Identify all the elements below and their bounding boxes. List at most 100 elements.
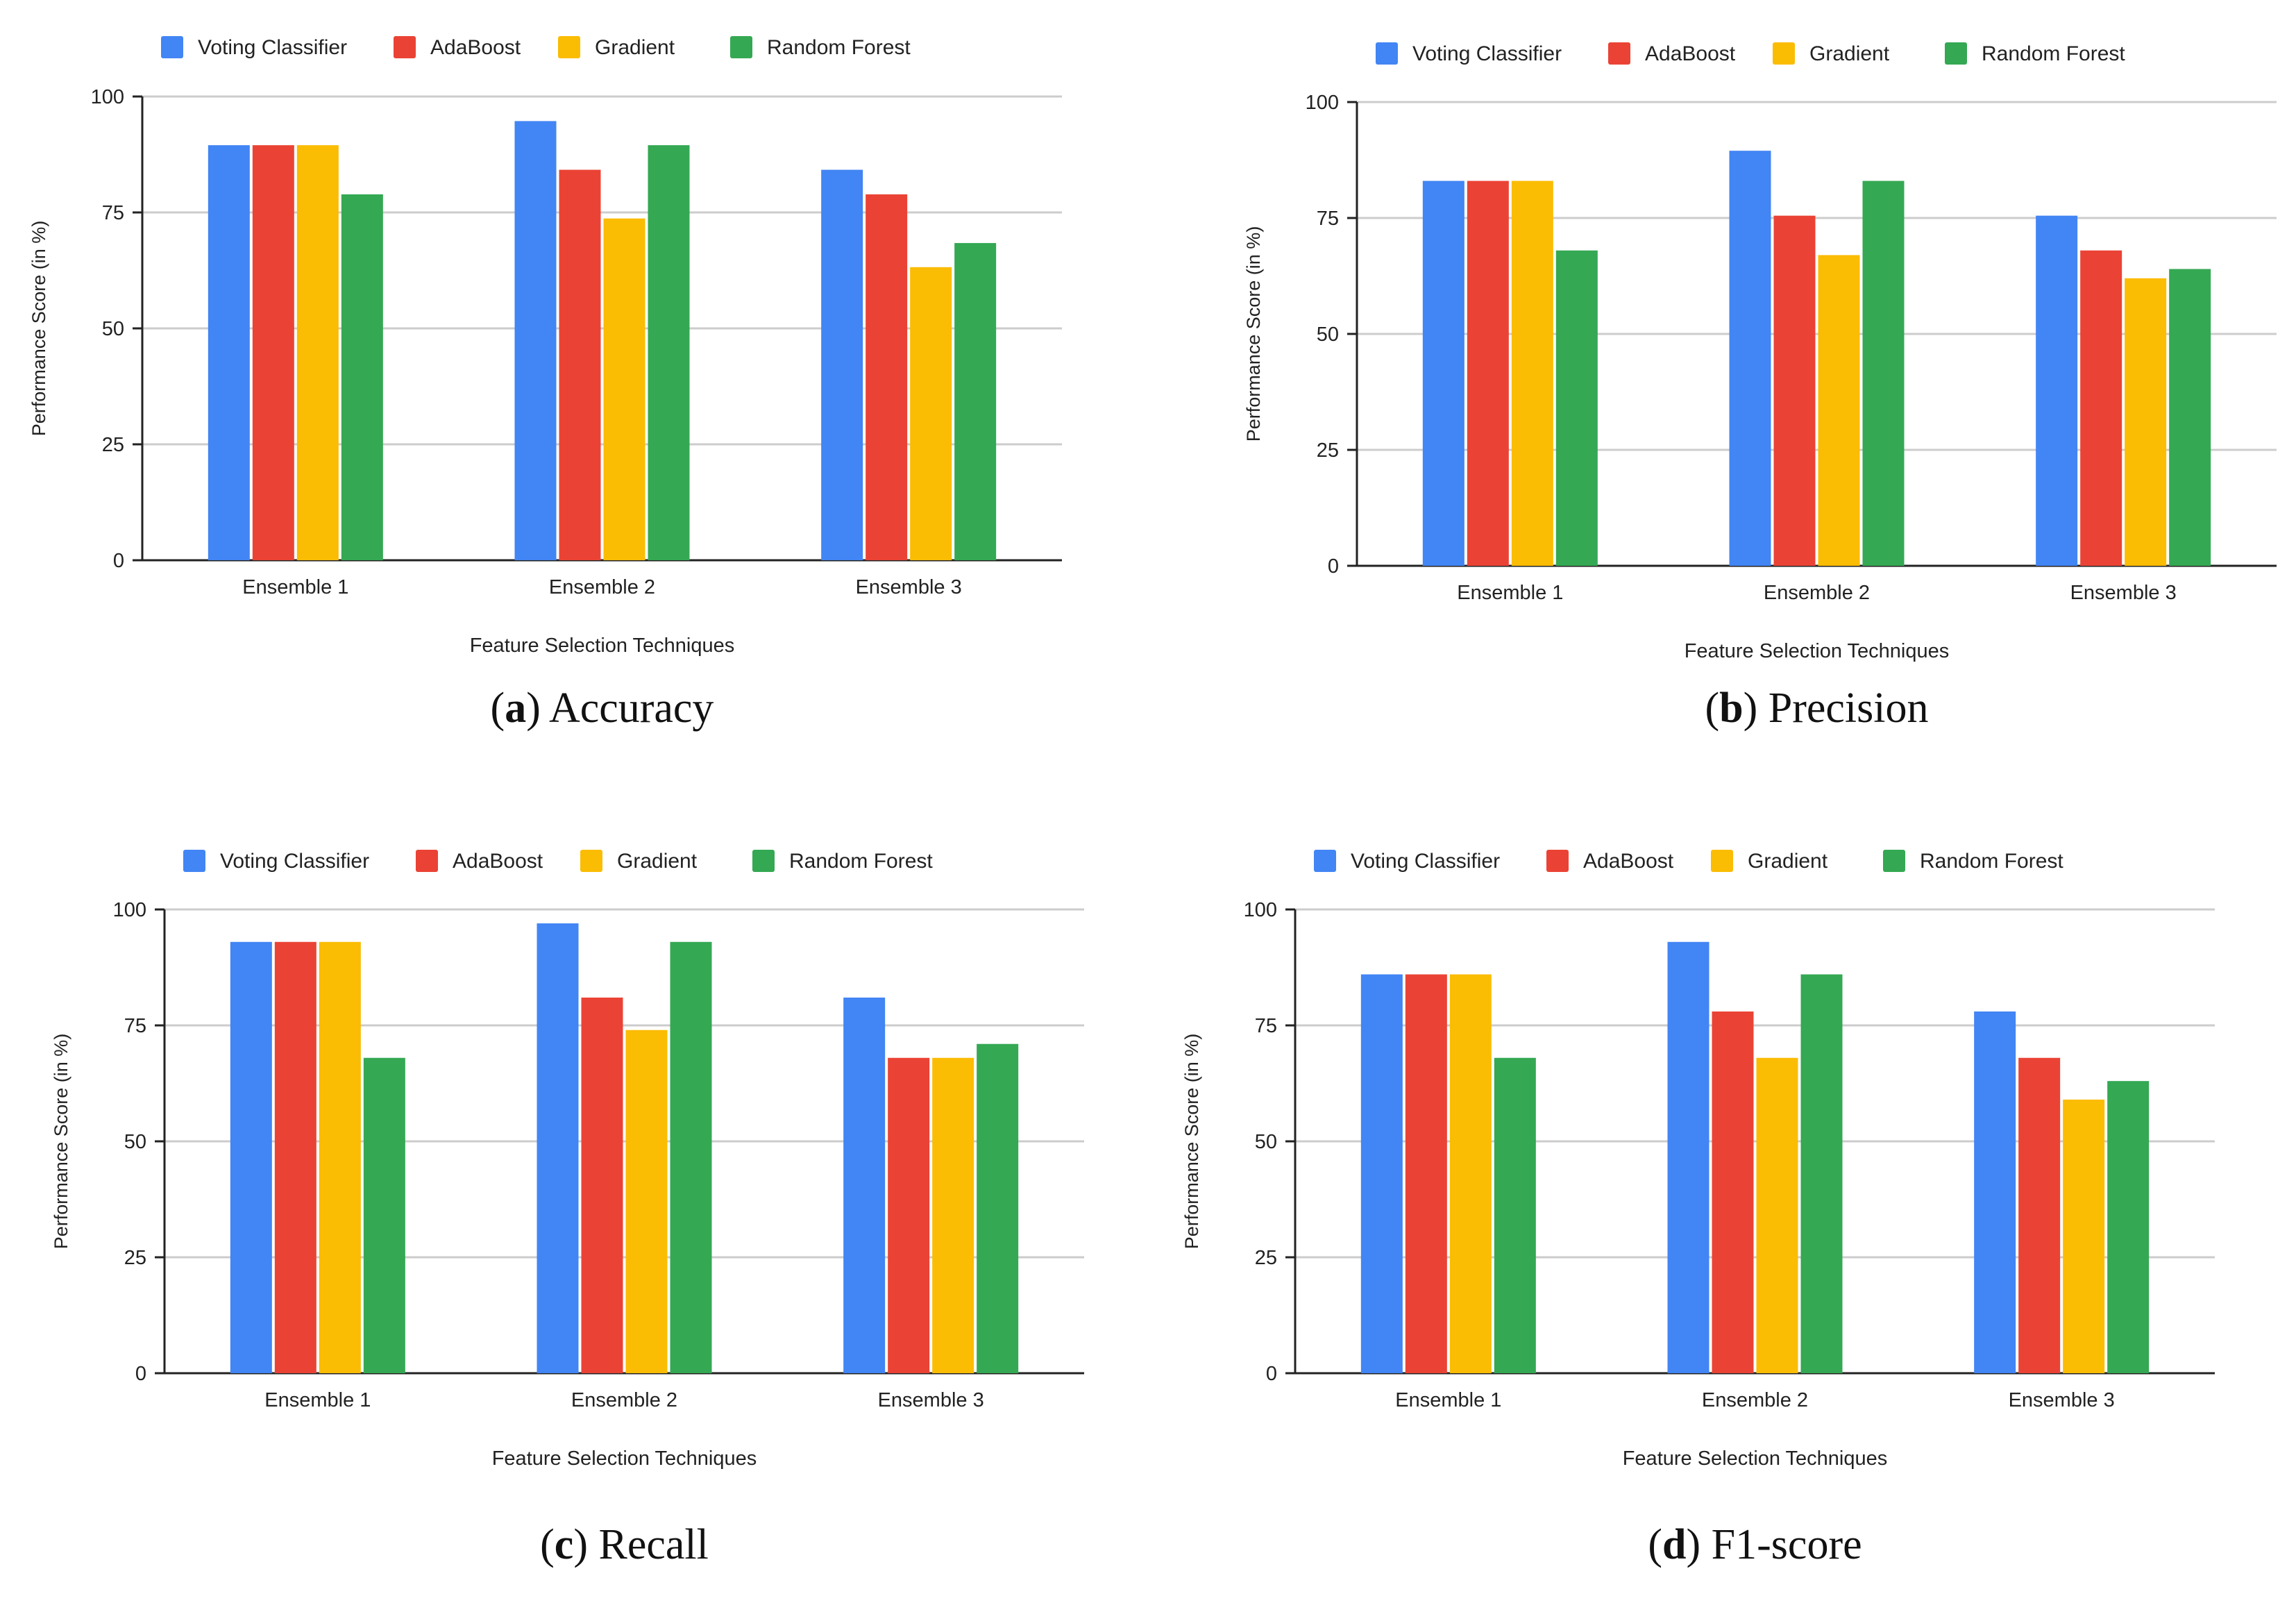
legend-swatch-gradient xyxy=(1711,850,1733,872)
y-tick-label: 50 xyxy=(1255,1131,1277,1153)
bar-random-forest-2 xyxy=(670,941,712,1373)
y-axis-title: Performance Score (in %) xyxy=(51,1034,71,1250)
legend-swatch-gradient xyxy=(558,36,580,58)
legend-label-gradient: Gradient xyxy=(595,36,675,59)
panel-caption: (d) F1-score xyxy=(1648,1521,1862,1568)
bar-voting-classifier-2 xyxy=(514,121,557,561)
y-tick-label: 0 xyxy=(113,550,124,572)
y-tick-label: 100 xyxy=(1306,92,1339,114)
caption-paren-close: ) xyxy=(1687,1521,1712,1568)
bar-adaboost-3 xyxy=(866,194,908,560)
legend-label-adaboost: AdaBoost xyxy=(430,36,521,59)
legend: Voting Classifier AdaBoost Gradient Random … xyxy=(1314,850,2063,873)
y-tick-label: 0 xyxy=(1328,555,1339,578)
legend-swatch-random-forest xyxy=(730,36,752,58)
legend-label-voting-classifier: Voting Classifier xyxy=(220,850,369,873)
x-tick-label: Ensemble 1 xyxy=(264,1389,371,1411)
bar-random-forest-1 xyxy=(1494,1057,1536,1373)
bar-adaboost-3 xyxy=(2080,250,2122,566)
caption-paren-close: ) xyxy=(526,685,549,732)
caption-text: F1-score xyxy=(1712,1521,1862,1568)
bar-random-forest-3 xyxy=(2107,1081,2150,1373)
bar-random-forest-1 xyxy=(363,1057,405,1373)
legend-swatch-adaboost xyxy=(416,850,438,872)
panel-caption: (a) Accuracy xyxy=(491,685,714,732)
bar-adaboost-2 xyxy=(559,169,601,560)
y-tick-label: 25 xyxy=(102,434,124,456)
legend-swatch-adaboost xyxy=(1608,42,1630,65)
x-tick-label: Ensemble 3 xyxy=(2070,582,2177,604)
legend-label-gradient: Gradient xyxy=(1809,42,1890,65)
legend-label-random-forest: Random Forest xyxy=(789,850,933,873)
x-tick-label: Ensemble 2 xyxy=(1702,1389,1808,1411)
legend-label-adaboost: AdaBoost xyxy=(453,850,543,873)
bar-voting-classifier-3 xyxy=(821,169,863,560)
caption-paren-close: ) xyxy=(1744,685,1769,732)
legend-swatch-gradient xyxy=(580,850,602,872)
caption-letter: c xyxy=(555,1521,574,1568)
legend-label-adaboost: AdaBoost xyxy=(1645,42,1736,65)
panel-caption: (b) Precision xyxy=(1705,685,1928,732)
y-axis-title: Performance Score (in %) xyxy=(1181,1034,1202,1250)
y-tick-label: 0 xyxy=(135,1363,146,1385)
bar-gradient-2 xyxy=(1756,1057,1798,1373)
bar-random-forest-3 xyxy=(977,1043,1019,1373)
x-axis-title: Feature Selection Techniques xyxy=(1685,640,1950,662)
bar-adaboost-2 xyxy=(1712,1011,1754,1373)
x-tick-label: Ensemble 2 xyxy=(571,1389,677,1411)
y-tick-label: 25 xyxy=(1255,1247,1277,1269)
bar-gradient-3 xyxy=(910,267,952,560)
bar-random-forest-2 xyxy=(1800,974,1843,1373)
x-tick-label: Ensemble 2 xyxy=(1764,582,1870,604)
bar-adaboost-2 xyxy=(581,997,623,1373)
y-tick-label: 0 xyxy=(1266,1363,1277,1385)
y-tick-label: 50 xyxy=(102,318,124,340)
legend-swatch-voting-classifier xyxy=(1376,42,1398,65)
caption-paren-open: ( xyxy=(1648,1521,1662,1568)
bar-voting-classifier-2 xyxy=(1667,941,1710,1373)
caption-text: Recall xyxy=(598,1521,708,1568)
caption-text: Precision xyxy=(1769,685,1929,732)
caption-text: Accuracy xyxy=(549,685,714,732)
x-tick-label: Ensemble 1 xyxy=(242,576,348,598)
x-tick-label: Ensemble 2 xyxy=(549,576,655,598)
bar-gradient-1 xyxy=(1511,181,1553,566)
legend-label-adaboost: AdaBoost xyxy=(1583,850,1674,873)
bar-adaboost-1 xyxy=(274,941,316,1373)
x-tick-label: Ensemble 3 xyxy=(856,576,962,598)
caption-paren-open: ( xyxy=(540,1521,555,1568)
x-tick-label: Ensemble 3 xyxy=(2009,1389,2115,1411)
bar-adaboost-3 xyxy=(2018,1057,2061,1373)
bar-gradient-3 xyxy=(2063,1099,2105,1373)
legend-swatch-adaboost xyxy=(1546,850,1569,872)
legend-swatch-random-forest xyxy=(752,850,775,872)
legend-label-gradient: Gradient xyxy=(1748,850,1828,873)
y-tick-label: 100 xyxy=(1244,899,1277,921)
legend-label-voting-classifier: Voting Classifier xyxy=(1351,850,1500,873)
bar-gradient-3 xyxy=(932,1057,974,1373)
y-tick-label: 75 xyxy=(1317,208,1339,230)
y-tick-label: 100 xyxy=(91,86,124,108)
legend: Voting Classifier AdaBoost Gradient Random … xyxy=(161,36,911,59)
chart-panel-b: 0 25 50 75 100 Ensemble 1 Ensemble 2 Ensemble 3… xyxy=(1243,42,2277,732)
y-tick-label: 25 xyxy=(124,1247,146,1269)
bar-gradient-2 xyxy=(625,1030,668,1373)
bar-adaboost-2 xyxy=(1773,215,1816,566)
y-axis-title: Performance Score (in %) xyxy=(1243,226,1264,442)
bar-voting-classifier-1 xyxy=(1422,181,1464,566)
bar-voting-classifier-3 xyxy=(2036,215,2078,566)
legend-label-random-forest: Random Forest xyxy=(1920,850,2063,873)
bar-voting-classifier-3 xyxy=(1974,1011,2016,1373)
bar-voting-classifier-1 xyxy=(208,145,250,560)
bar-voting-classifier-1 xyxy=(230,941,272,1373)
x-axis-title: Feature Selection Techniques xyxy=(492,1447,757,1470)
bar-adaboost-1 xyxy=(252,145,294,560)
bar-gradient-3 xyxy=(2125,278,2167,566)
y-tick-label: 75 xyxy=(102,202,124,224)
bar-adaboost-1 xyxy=(1467,181,1509,566)
x-tick-label: Ensemble 1 xyxy=(1395,1389,1501,1411)
bar-gradient-2 xyxy=(1818,255,1860,566)
legend-swatch-random-forest xyxy=(1945,42,1967,65)
bar-voting-classifier-2 xyxy=(537,923,579,1373)
